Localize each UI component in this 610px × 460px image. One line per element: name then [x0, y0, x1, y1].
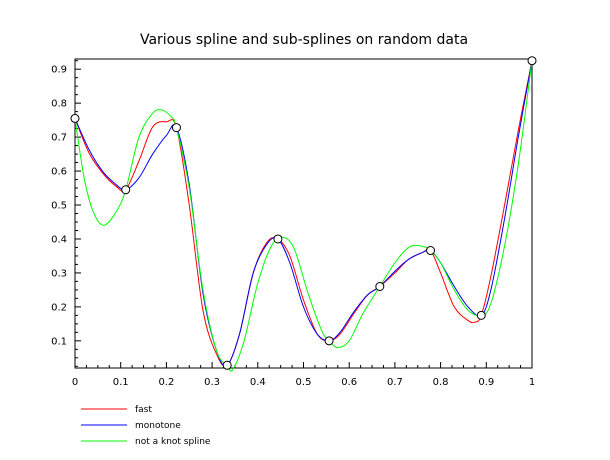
data-point-marker — [171, 123, 181, 133]
y-tick-label: 0.6 — [51, 167, 67, 178]
y-tick-label: 0.3 — [51, 268, 67, 279]
data-point-marker — [426, 246, 436, 256]
x-tick-label: 0 — [72, 377, 78, 388]
series-line-fast — [74, 60, 533, 367]
series-group — [74, 60, 533, 372]
data-point-marker — [70, 113, 80, 123]
data-point-marker — [476, 310, 486, 320]
plot-area — [74, 58, 533, 369]
data-point-markers — [70, 56, 537, 370]
x-tick-label: 0.8 — [433, 377, 449, 388]
legend-label-monotone: monotone — [135, 421, 181, 431]
x-tick-label: 1 — [529, 377, 535, 388]
x-tick-label: 0.6 — [341, 377, 357, 388]
y-tick-label: 0.9 — [51, 65, 67, 76]
y-tick-label: 0.4 — [51, 234, 67, 245]
y-tick-label: 0.2 — [51, 302, 67, 313]
x-tick-label: 0.5 — [296, 377, 312, 388]
series-line-not-a-knot-spline — [74, 60, 533, 372]
legend: fast monotone not a knot spline — [81, 405, 211, 447]
y-tick-label: 0.8 — [51, 99, 67, 110]
y-tick-label: 0.5 — [51, 201, 67, 212]
x-tick-label: 0.4 — [250, 377, 266, 388]
chart-title: Various spline and sub-splines on random… — [140, 32, 468, 48]
x-tick-label: 0.9 — [478, 377, 494, 388]
series-line-monotone — [74, 60, 533, 367]
data-point-marker — [324, 336, 334, 346]
x-tick-label: 0.7 — [387, 377, 403, 388]
data-point-marker — [527, 56, 537, 66]
y-tick-label: 0.1 — [51, 336, 67, 347]
x-tick-label: 0.3 — [204, 377, 220, 388]
y-tick-label: 0.7 — [51, 133, 67, 144]
y-axis: 0.1 0.2 0.3 0.4 0.5 0.6 0.7 0.8 0.9 — [51, 60, 81, 367]
data-point-marker — [121, 185, 131, 195]
x-tick-label: 0.2 — [158, 377, 174, 388]
data-point-marker — [375, 282, 385, 292]
legend-label-fast: fast — [135, 405, 152, 415]
legend-label-not-a-knot-spline: not a knot spline — [135, 437, 211, 447]
x-tick-label: 0.1 — [113, 377, 129, 388]
x-axis: 0 0.1 0.2 0.3 0.4 0.5 0.6 0.7 0.8 0.9 1 — [72, 362, 535, 388]
data-point-marker — [273, 234, 283, 244]
plot-frame — [74, 58, 533, 369]
data-point-marker — [222, 360, 232, 370]
